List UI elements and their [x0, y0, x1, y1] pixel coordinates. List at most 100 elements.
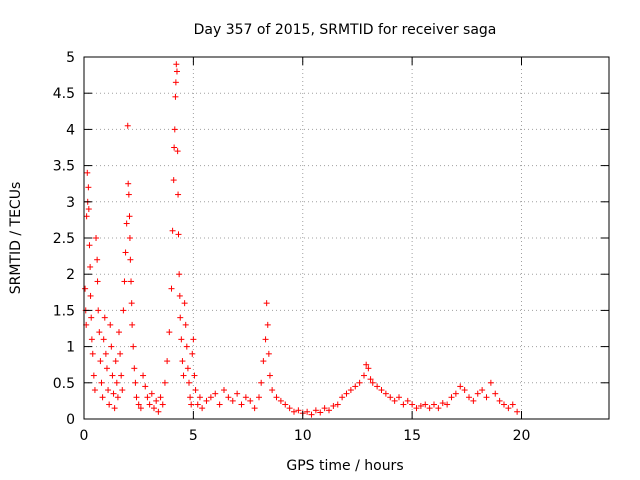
y-tick-label: 1.5	[53, 303, 75, 319]
data-point	[97, 358, 104, 365]
data-point	[166, 329, 173, 336]
data-point	[100, 336, 107, 343]
x-tick-label: 20	[513, 428, 531, 444]
data-point	[84, 169, 91, 176]
data-point	[263, 300, 270, 307]
data-point	[122, 249, 129, 256]
y-tick-label: 5	[66, 50, 75, 66]
data-point	[483, 394, 490, 401]
data-point	[334, 401, 341, 408]
data-point	[265, 350, 272, 357]
y-tick-label: 4	[66, 122, 75, 138]
data-point	[277, 397, 284, 404]
y-tick-label: 0.5	[53, 376, 75, 392]
data-point	[194, 401, 201, 408]
data-point	[169, 227, 176, 234]
data-point	[256, 394, 262, 401]
y-axis-label: SRMTID / TECUs	[8, 182, 24, 295]
data-point	[356, 379, 363, 386]
data-point	[190, 336, 197, 343]
data-point	[417, 402, 424, 409]
y-tick-label: 4.5	[53, 86, 75, 102]
data-point	[113, 379, 120, 386]
data-point	[448, 394, 455, 401]
data-point	[182, 321, 189, 328]
data-point	[172, 93, 179, 100]
data-point	[142, 383, 149, 390]
data-point	[461, 387, 468, 394]
data-point	[114, 394, 121, 401]
data-point	[112, 358, 119, 365]
data-point	[87, 263, 94, 270]
data-point	[439, 400, 446, 407]
data-point	[85, 184, 92, 191]
data-point	[505, 405, 512, 412]
data-point	[487, 379, 494, 386]
data-point	[177, 314, 184, 321]
data-point	[157, 394, 164, 401]
data-point	[308, 411, 315, 418]
data-point	[171, 126, 178, 133]
data-point	[199, 405, 206, 412]
data-point	[105, 387, 112, 394]
y-tick-label: 2.5	[53, 231, 75, 247]
data-point	[479, 387, 486, 394]
data-point	[85, 206, 92, 213]
data-point	[221, 387, 227, 394]
data-point	[108, 343, 115, 350]
data-point	[347, 387, 354, 394]
data-point	[387, 394, 394, 401]
data-point	[93, 235, 100, 241]
data-point	[107, 321, 114, 328]
data-point	[176, 271, 183, 278]
data-point	[361, 372, 367, 379]
data-point	[304, 408, 311, 415]
data-point	[266, 372, 273, 379]
data-point	[128, 300, 135, 307]
data-point	[501, 401, 507, 408]
data-point	[153, 397, 160, 404]
data-point	[124, 122, 131, 129]
data-point	[86, 242, 93, 249]
data-point	[264, 321, 271, 328]
data-point	[168, 285, 175, 292]
data-points	[82, 61, 521, 418]
data-point	[269, 387, 276, 394]
data-point	[470, 397, 477, 404]
data-point	[129, 321, 136, 328]
data-point	[95, 307, 102, 314]
data-point	[188, 401, 195, 408]
data-point	[229, 397, 236, 404]
data-point	[161, 379, 168, 386]
x-axis-label: GPS time / hours	[286, 458, 403, 474]
data-point	[90, 372, 97, 379]
data-point	[102, 350, 109, 357]
data-point	[258, 379, 265, 386]
data-point	[260, 358, 267, 365]
data-point	[435, 405, 442, 412]
data-point	[176, 292, 183, 299]
y-tick-label: 3	[66, 195, 75, 211]
data-point	[184, 365, 191, 372]
data-point	[125, 191, 132, 198]
data-point	[155, 408, 162, 415]
data-point	[137, 405, 144, 412]
data-point	[121, 278, 128, 285]
data-point	[110, 390, 117, 397]
data-point	[247, 397, 254, 404]
data-point	[91, 387, 98, 394]
grid-lines	[84, 57, 609, 419]
data-point	[369, 379, 376, 386]
data-point	[171, 144, 178, 151]
data-point	[444, 401, 451, 408]
data-point	[409, 401, 416, 408]
data-point	[82, 285, 89, 292]
data-point	[242, 394, 249, 401]
data-point	[125, 180, 132, 187]
data-point	[382, 390, 389, 397]
data-point	[103, 365, 110, 372]
data-point	[130, 343, 137, 350]
data-point	[492, 390, 499, 397]
data-point	[374, 383, 381, 390]
